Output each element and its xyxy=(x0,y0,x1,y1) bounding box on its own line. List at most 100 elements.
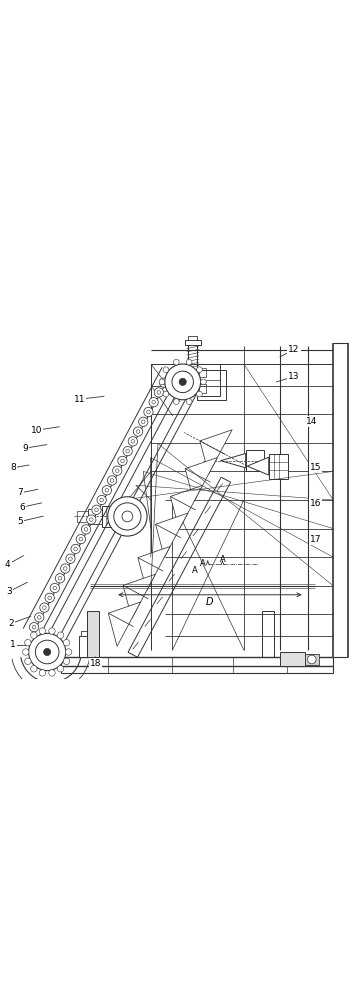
Circle shape xyxy=(108,497,147,536)
Circle shape xyxy=(39,670,46,676)
Text: 7: 7 xyxy=(18,488,23,497)
Circle shape xyxy=(64,567,67,570)
Circle shape xyxy=(173,399,179,404)
Circle shape xyxy=(144,407,153,417)
Circle shape xyxy=(97,495,106,505)
Text: 4: 4 xyxy=(5,560,11,569)
Circle shape xyxy=(76,535,85,544)
Circle shape xyxy=(95,508,98,512)
Circle shape xyxy=(159,378,169,387)
Bar xyxy=(197,364,220,396)
Circle shape xyxy=(179,378,186,385)
Circle shape xyxy=(39,628,46,634)
Circle shape xyxy=(49,670,55,676)
Circle shape xyxy=(107,476,117,485)
Circle shape xyxy=(32,625,36,629)
Circle shape xyxy=(92,505,101,514)
Circle shape xyxy=(43,648,51,656)
Circle shape xyxy=(87,515,96,524)
Circle shape xyxy=(173,359,179,365)
Circle shape xyxy=(48,596,51,600)
Circle shape xyxy=(25,658,31,665)
Circle shape xyxy=(84,528,88,531)
Circle shape xyxy=(102,486,112,495)
Circle shape xyxy=(65,649,72,655)
Circle shape xyxy=(79,537,83,541)
Circle shape xyxy=(34,613,44,622)
Circle shape xyxy=(89,518,93,521)
Polygon shape xyxy=(221,454,246,468)
Circle shape xyxy=(122,511,133,522)
Bar xyxy=(305,654,319,665)
Circle shape xyxy=(197,391,202,397)
Bar xyxy=(81,631,92,636)
Circle shape xyxy=(31,632,37,638)
Circle shape xyxy=(69,557,72,561)
Circle shape xyxy=(126,449,130,453)
Circle shape xyxy=(29,623,39,632)
Bar xyxy=(77,511,88,522)
Circle shape xyxy=(114,503,141,530)
Bar xyxy=(199,384,206,393)
Circle shape xyxy=(31,666,37,672)
Text: 18: 18 xyxy=(90,659,101,668)
Circle shape xyxy=(50,583,60,593)
Polygon shape xyxy=(185,458,218,502)
Circle shape xyxy=(61,564,70,573)
Circle shape xyxy=(149,398,158,407)
Bar xyxy=(280,652,305,666)
Circle shape xyxy=(100,498,103,502)
Text: 2: 2 xyxy=(9,619,14,628)
Circle shape xyxy=(308,655,316,664)
Circle shape xyxy=(25,639,31,646)
Bar xyxy=(269,454,288,479)
Text: 8: 8 xyxy=(10,463,16,472)
Circle shape xyxy=(159,379,165,385)
Circle shape xyxy=(163,391,169,397)
Circle shape xyxy=(116,469,119,472)
Polygon shape xyxy=(171,485,202,530)
Circle shape xyxy=(63,639,70,646)
Polygon shape xyxy=(247,457,269,475)
Bar xyxy=(246,450,264,471)
Circle shape xyxy=(157,391,160,394)
Circle shape xyxy=(49,628,55,634)
Circle shape xyxy=(36,640,59,664)
Circle shape xyxy=(118,456,127,466)
Text: 13: 13 xyxy=(288,372,300,381)
Polygon shape xyxy=(108,602,141,646)
Circle shape xyxy=(74,547,78,551)
Circle shape xyxy=(58,576,62,580)
Text: 3: 3 xyxy=(7,587,13,596)
Text: 10: 10 xyxy=(31,426,42,435)
Circle shape xyxy=(45,593,54,602)
Circle shape xyxy=(139,417,148,426)
Circle shape xyxy=(201,379,206,385)
Text: 17: 17 xyxy=(310,535,321,544)
Bar xyxy=(79,636,94,657)
Circle shape xyxy=(57,632,64,638)
Circle shape xyxy=(43,606,46,609)
Text: A: A xyxy=(220,555,225,564)
Text: D: D xyxy=(206,597,214,607)
Bar xyxy=(188,336,197,340)
Circle shape xyxy=(154,388,163,397)
Circle shape xyxy=(55,574,65,583)
Bar xyxy=(87,611,99,657)
Circle shape xyxy=(110,479,114,482)
Text: 9: 9 xyxy=(22,444,28,453)
Text: A: A xyxy=(192,566,198,575)
Circle shape xyxy=(66,554,75,563)
Circle shape xyxy=(134,427,143,436)
Polygon shape xyxy=(123,574,155,618)
Circle shape xyxy=(57,666,64,672)
Circle shape xyxy=(165,364,201,400)
Circle shape xyxy=(186,359,192,365)
Text: 6: 6 xyxy=(19,503,25,512)
Circle shape xyxy=(152,400,155,404)
Circle shape xyxy=(131,440,135,443)
Circle shape xyxy=(105,488,109,492)
Bar xyxy=(199,368,206,377)
Circle shape xyxy=(121,459,124,463)
Polygon shape xyxy=(200,430,232,474)
